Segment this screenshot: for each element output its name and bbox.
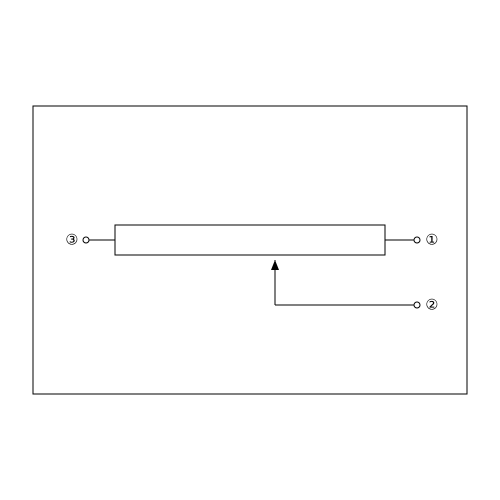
terminal-2 [414,302,420,308]
label-2: ② [425,297,438,314]
terminal-1 [414,237,420,243]
label-1: ① [425,232,438,249]
schematic-svg [0,0,500,500]
terminal-3 [83,237,89,243]
label-3: ③ [65,232,78,249]
component-body [115,225,385,255]
diagram-stage: ③ ① ② [0,0,500,500]
